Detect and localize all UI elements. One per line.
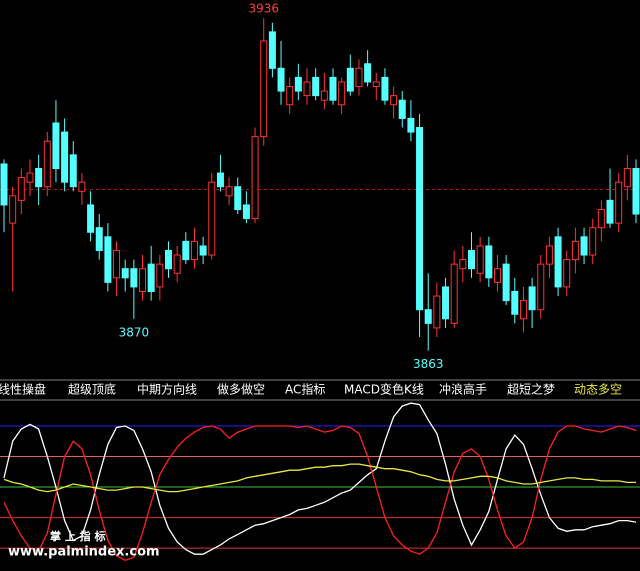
candle-body <box>113 249 121 279</box>
low-label: 3870 <box>119 325 150 339</box>
candle-body <box>208 181 216 256</box>
candle-body <box>199 245 207 256</box>
candle-body <box>164 249 172 270</box>
candle-body <box>571 240 579 261</box>
candle-body <box>346 67 354 92</box>
candle-body <box>190 240 198 261</box>
candle-body <box>623 168 631 188</box>
candle-body <box>234 186 242 210</box>
candle-body <box>182 240 190 261</box>
candle-body <box>398 99 406 119</box>
indicator-tab[interactable]: 超短之梦 <box>507 382 555 397</box>
candle-body <box>0 163 8 206</box>
candle-body <box>320 90 328 101</box>
watermark-url: www.palmindex.com <box>8 545 160 560</box>
candle-body <box>156 263 164 288</box>
indicator-tab[interactable]: 做多做空 <box>217 382 265 397</box>
candle-body <box>69 154 77 188</box>
candle-body <box>519 300 527 320</box>
candle-body <box>511 290 519 315</box>
candle-body <box>597 208 605 229</box>
indicator-line <box>3 425 637 562</box>
candle-body <box>372 81 380 88</box>
candle-body <box>173 254 181 274</box>
candle-body <box>450 263 458 324</box>
indicator-line <box>3 402 637 555</box>
candle-body <box>312 76 320 97</box>
low-label: 3863 <box>413 357 444 371</box>
candle-body <box>35 168 43 188</box>
candle-body <box>502 263 510 302</box>
candle-body <box>485 245 493 279</box>
candle-body <box>381 76 389 101</box>
candle-body <box>416 127 424 311</box>
watermark-title: 掌 上 指 标 <box>50 529 106 543</box>
candle-body <box>589 227 597 256</box>
candle-body <box>26 172 34 183</box>
candle-body <box>528 286 536 311</box>
candle-body <box>294 76 302 92</box>
candle-body <box>329 76 337 101</box>
candle-body <box>407 117 415 133</box>
candle-body <box>78 181 86 192</box>
candle-body <box>286 86 294 106</box>
candle-body <box>303 81 311 97</box>
candle-body <box>424 309 432 324</box>
candle-body <box>225 186 233 197</box>
candle-body <box>442 286 450 320</box>
candle-body <box>545 245 553 265</box>
candle-body <box>104 236 112 283</box>
candle-body <box>242 204 250 220</box>
candle-body <box>95 227 103 251</box>
high-label: 3936 <box>248 2 279 16</box>
candle-body <box>459 259 467 270</box>
candle-body <box>355 67 363 88</box>
candle-body <box>17 177 25 201</box>
candle-body <box>554 236 562 288</box>
indicator-tab[interactable]: 中期方向线 <box>137 382 197 397</box>
candle-body <box>251 136 259 220</box>
candle-body <box>476 245 484 274</box>
candle-body <box>606 199 614 224</box>
candle-body <box>139 268 147 292</box>
candle-body <box>61 131 69 183</box>
indicator-line <box>3 463 636 493</box>
candle-body <box>537 263 545 311</box>
candle-body <box>147 263 155 292</box>
candle-body <box>121 268 129 279</box>
candle-body <box>338 81 346 106</box>
indicator-tab[interactable]: 动态多空 <box>574 383 622 397</box>
candle-body <box>52 122 60 170</box>
candle-body <box>277 67 285 92</box>
candle-body <box>364 63 372 83</box>
candle-body <box>468 249 476 270</box>
candle-body <box>268 31 276 69</box>
indicator-tab[interactable]: 线性操盘 <box>0 382 46 397</box>
candle-body <box>216 172 224 188</box>
candle-body <box>130 268 138 288</box>
indicator-tab[interactable]: 超级顶底 <box>68 382 116 397</box>
candle-body <box>9 195 17 224</box>
candle-body <box>580 236 588 256</box>
candle-body <box>390 95 398 106</box>
indicator-tab[interactable]: AC指标 <box>285 382 325 397</box>
candle-body <box>632 168 640 215</box>
candle-body <box>260 40 268 138</box>
candle-body <box>563 259 571 288</box>
candle-body <box>493 268 501 283</box>
indicator-tab[interactable]: 冲浪高手 <box>439 382 487 397</box>
candle-body <box>87 204 95 233</box>
candle-body <box>615 181 623 224</box>
candle-body <box>43 140 51 188</box>
indicator-tab[interactable]: MACD变色K线 <box>344 382 424 397</box>
candle-body <box>433 295 441 329</box>
